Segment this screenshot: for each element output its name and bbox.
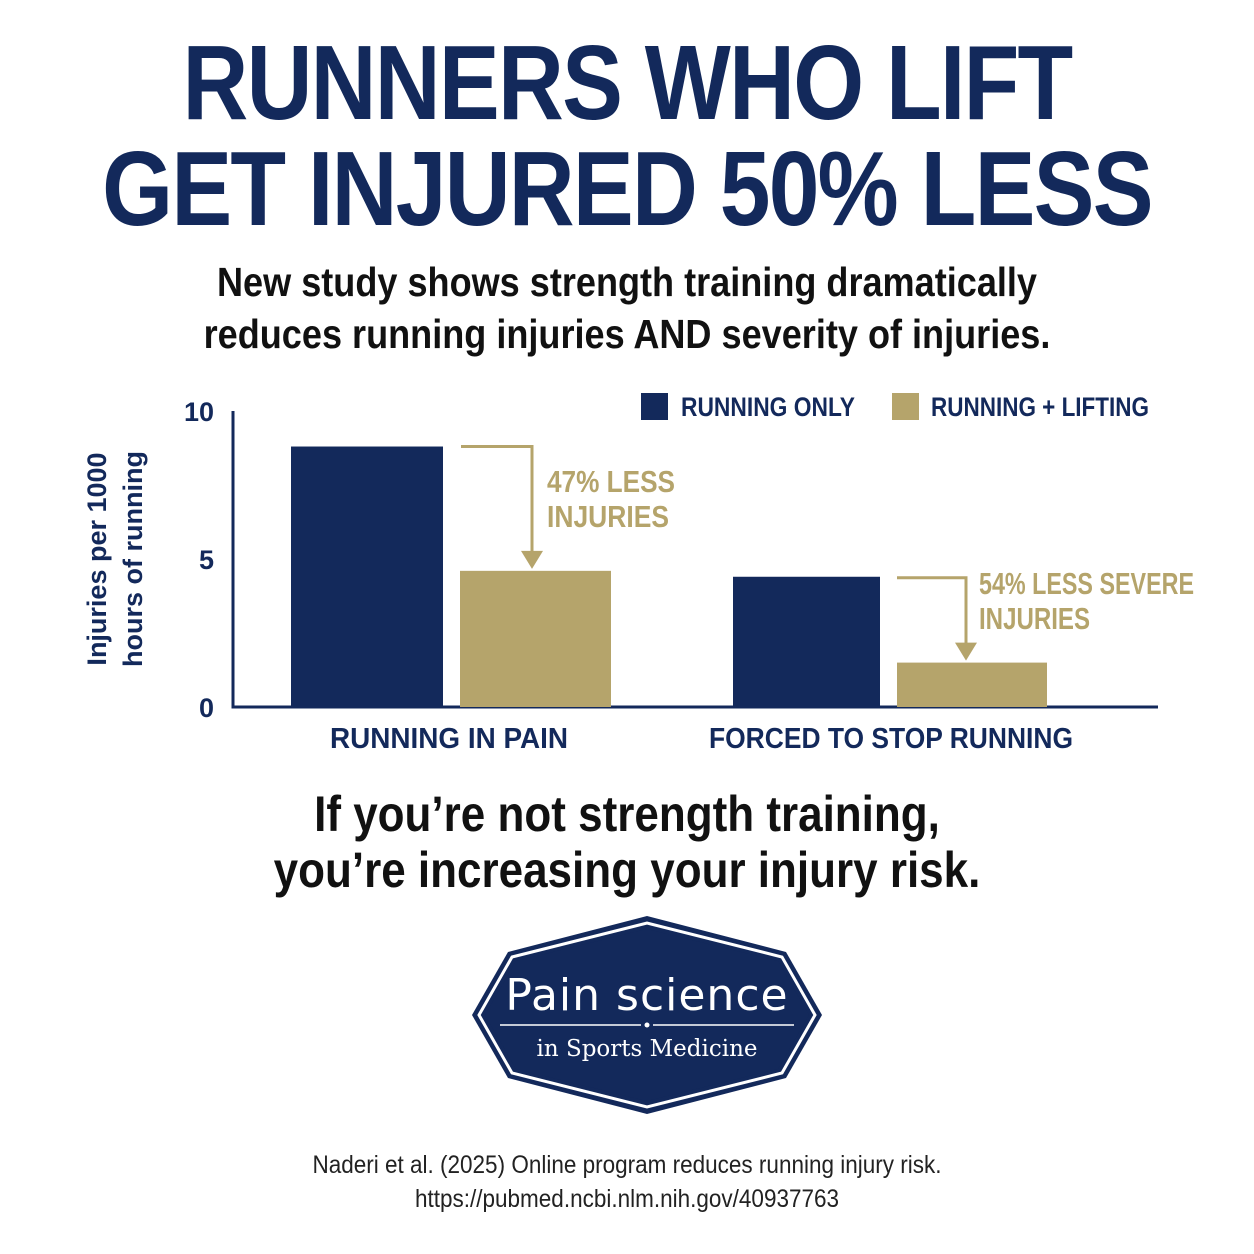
x-category-label: RUNNING IN PAIN [330,723,568,755]
headline-line-1: RUNNERS WHO LIFT [182,24,1073,142]
y-axis-label: Injuries per 1000 hours of running [82,451,148,667]
x-category-label: FORCED TO STOP RUNNING [709,723,1073,755]
takeaway-line-1: If you’re not strength training, [314,786,940,842]
bar-running-lifting [897,662,1047,707]
bar-running-lifting [460,570,611,707]
legend-swatch [892,393,919,420]
subtitle: New study shows strength training dramat… [75,256,1179,360]
pain-science-logo: Pain science in Sports Medicine [472,916,822,1114]
logo-badge-ring [477,921,817,1109]
subtitle-line-1: New study shows strength training dramat… [217,259,1037,305]
annotation-text: 54% LESS SEVERE [979,566,1194,601]
annotation-text: 47% LESS [547,464,675,499]
y-axis-label-line: Injuries per 1000 [82,452,112,665]
y-tick-label: 5 [199,545,214,575]
logo-divider-dot [644,1022,650,1028]
annotation-arrow-line [461,445,534,555]
citation-url: https://pubmed.ncbi.nlm.nih.gov/40937763 [414,1185,840,1213]
headline-line-2: GET INJURED 50% LESS [102,130,1153,248]
legend-swatch [641,393,668,420]
citation-reference: Naderi et al. (2025) Online program redu… [312,1151,942,1179]
legend-label: RUNNING ONLY [681,392,855,422]
annotation-arrowhead [955,642,977,661]
annotation-text: INJURIES [979,601,1090,636]
bar-running-only [291,446,443,707]
bar-chart: 0 5 10 Injuries per 1000 hours of running RUN… [82,392,1194,755]
annotation-text: INJURIES [547,499,669,534]
y-tick-label: 10 [184,397,214,427]
logo-title: Pain science [505,970,788,1021]
annotation-arrow-line [897,576,968,647]
bar-running-only [733,576,880,707]
takeaway-line-2: you’re increasing your injury risk. [273,842,981,898]
subtitle-line-2: reduces running injuries AND severity of… [203,311,1051,357]
logo-subtitle: in Sports Medicine [536,1036,757,1062]
y-axis-label-line: hours of running [118,451,148,667]
annotation-arrowhead [521,550,543,569]
logo-badge-inner [485,929,809,1101]
legend-label: RUNNING + LIFTING [931,392,1149,422]
takeaway: If you’re not strength training, you’re … [75,786,1179,898]
citation: Naderi et al. (2025) Online program redu… [63,1148,1192,1216]
headline: RUNNERS WHO LIFT GET INJURED 50% LESS [88,30,1166,242]
y-tick-label: 0 [199,693,214,723]
